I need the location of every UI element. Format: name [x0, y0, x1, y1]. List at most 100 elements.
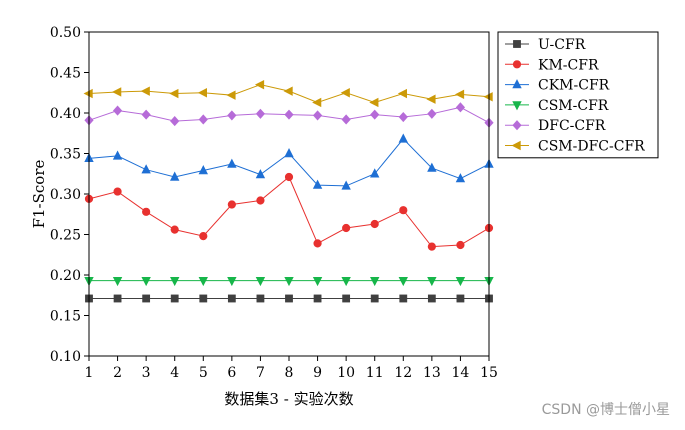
- data-point: [227, 276, 237, 287]
- data-point: [370, 109, 380, 120]
- data-point: [284, 276, 294, 287]
- data-point: [427, 162, 437, 172]
- legend-item: CSM-CFR: [505, 98, 609, 114]
- data-point: [112, 87, 122, 97]
- data-point: [142, 294, 151, 303]
- watermark-text: CSDN @博士僧小星: [542, 401, 670, 418]
- x-tick-label: 12: [394, 365, 412, 381]
- data-point: [199, 232, 208, 241]
- data-point: [284, 109, 294, 120]
- data-point: [427, 108, 437, 119]
- legend-marker: [511, 140, 521, 151]
- legend-label: CKM-CFR: [538, 78, 610, 94]
- legend-label: DFC-CFR: [538, 118, 606, 134]
- y-tick-label: 0.25: [50, 228, 81, 244]
- x-tick-label: 13: [423, 365, 441, 381]
- x-tick-label: 9: [313, 365, 322, 381]
- data-point: [313, 239, 322, 248]
- data-point: [255, 276, 266, 287]
- data-point: [370, 168, 380, 178]
- data-point: [426, 94, 436, 104]
- data-point: [255, 169, 266, 179]
- plot-frame: [88, 31, 490, 357]
- data-point: [256, 196, 265, 205]
- legend-marker: [513, 40, 521, 48]
- legend-label: KM-CFR: [538, 57, 599, 73]
- data-point: [341, 276, 351, 287]
- data-point: [226, 90, 236, 100]
- data-point: [198, 165, 208, 175]
- data-point: [284, 148, 294, 158]
- data-point: [370, 294, 379, 303]
- data-point: [455, 173, 466, 183]
- data-point: [112, 105, 123, 116]
- x-axis-title: 数据集3 - 实验次数: [224, 390, 353, 408]
- series-csm-dfc-cfr: [83, 79, 493, 108]
- data-point: [342, 223, 351, 233]
- data-point: [398, 133, 408, 143]
- x-tick-label: 7: [256, 365, 265, 381]
- data-point: [112, 150, 123, 160]
- data-point: [140, 86, 150, 96]
- legend: U-CFR KM-CFR CKM-CFR CSM-CFR DFC-CFR CSM-DFC-…: [497, 31, 659, 159]
- data-point: [198, 114, 208, 125]
- data-point: [227, 110, 237, 121]
- data-point: [456, 294, 465, 303]
- data-point: [398, 112, 408, 123]
- data-point: [483, 92, 493, 102]
- x-tick-label: 2: [113, 365, 122, 381]
- data-point: [342, 294, 351, 303]
- data-point: [370, 219, 379, 229]
- data-point: [170, 171, 180, 181]
- data-point: [227, 158, 237, 168]
- data-point: [427, 242, 436, 251]
- x-tick-label: 5: [199, 365, 208, 381]
- x-tick-label: 15: [480, 365, 498, 381]
- data-point: [312, 179, 323, 189]
- data-point: [142, 207, 151, 216]
- axes: 0.100.150.200.250.300.350.400.450.501 2 3 4…: [50, 25, 498, 381]
- y-tick-label: 0.45: [50, 66, 81, 82]
- x-tick-label: 1: [85, 365, 94, 381]
- data-point: [313, 294, 322, 303]
- data-point: [397, 88, 407, 99]
- data-point: [197, 88, 207, 98]
- y-tick-label: 0.15: [50, 309, 81, 325]
- data-point: [312, 110, 323, 121]
- data-point: [454, 89, 465, 100]
- legend-label: CSM-DFC-CFR: [538, 139, 645, 155]
- y-tick-label: 0.20: [50, 268, 81, 284]
- data-point: [456, 240, 465, 250]
- data-point: [113, 294, 122, 303]
- data-point: [312, 276, 323, 287]
- data-point: [455, 276, 466, 287]
- y-tick-label: 0.40: [50, 106, 81, 122]
- legend-marker: [512, 60, 522, 69]
- x-tick-label: 10: [337, 365, 355, 381]
- legend-marker: [512, 101, 522, 111]
- data-point: [341, 114, 351, 125]
- series-layer: [83, 79, 494, 303]
- series-csm-cfr: [84, 276, 494, 287]
- x-tick-label: 14: [452, 365, 470, 381]
- data-point: [227, 294, 236, 303]
- data-point: [312, 97, 322, 108]
- data-point: [427, 276, 437, 287]
- legend-marker: [512, 120, 522, 131]
- x-tick-label: 3: [142, 365, 151, 381]
- y-tick-label: 0.30: [50, 187, 81, 203]
- y-tick-label: 0.35: [50, 147, 81, 163]
- data-point: [170, 294, 179, 303]
- data-point: [256, 294, 265, 303]
- series-u-cfr: [85, 294, 493, 303]
- y-axis-title: F1-Score: [30, 159, 48, 228]
- legend-item: CKM-CFR: [505, 78, 610, 94]
- data-point: [370, 276, 380, 287]
- y-tick-label: 0.50: [50, 25, 81, 41]
- data-point: [284, 172, 294, 182]
- legend-item: CSM-DFC-CFR: [505, 139, 645, 155]
- data-point: [199, 294, 208, 303]
- x-tick-label: 4: [170, 365, 179, 381]
- data-point: [455, 102, 466, 113]
